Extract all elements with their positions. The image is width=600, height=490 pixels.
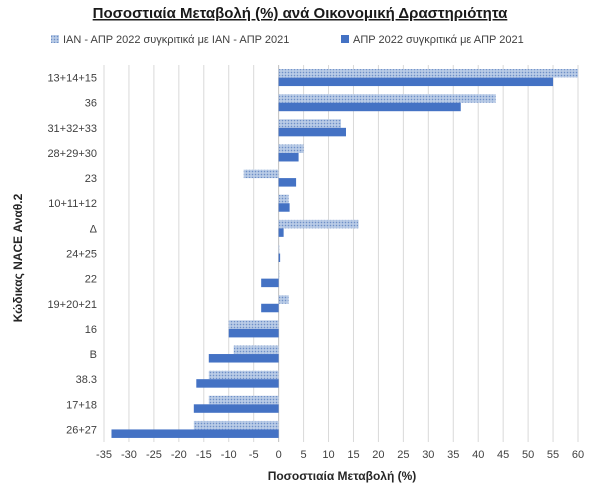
bars — [111, 69, 578, 438]
bar-series-2-13+14+15 — [278, 77, 554, 87]
bar-series-2-26+27 — [111, 429, 279, 438]
bar-series-2-24+25 — [278, 253, 281, 262]
bar-series-2-17+18 — [193, 404, 279, 413]
bar-series-1-26+27 — [193, 420, 279, 430]
bar-series-1-36 — [278, 94, 496, 103]
category-label: 38.3 — [76, 374, 97, 386]
x-tick-labels: -35 -30 -25 -20 -15 -10 -5 0 5 10 15 20 25 30 35 40 45 50… — [96, 449, 584, 461]
category-label: 10+11+12 — [48, 198, 97, 210]
category-label: 28+29+30 — [47, 148, 97, 160]
x-tick-label: -15 — [196, 449, 212, 461]
category-label: 13+14+15 — [47, 73, 97, 85]
category-label: Δ — [90, 223, 98, 235]
bar-series-1-38.3 — [208, 370, 279, 380]
category-labels: 13+14+15 36 31+32+33 28+29+30 23 10+11+12 Δ 24+… — [47, 73, 97, 437]
bar-series-2-38.3 — [196, 379, 279, 388]
x-tick-label: 30 — [422, 449, 434, 461]
gridlines — [103, 65, 579, 442]
x-tick-label: -25 — [146, 449, 162, 461]
legend-swatch-series-1 — [51, 35, 59, 43]
category-label: 26+27 — [66, 424, 97, 436]
x-tick-label: 50 — [522, 449, 534, 461]
bar-series-1-24+25 — [278, 245, 280, 254]
x-tick-label: -5 — [249, 449, 259, 461]
category-label: 36 — [85, 98, 97, 110]
x-tick-label: 10 — [322, 449, 334, 461]
category-label: 22 — [85, 274, 97, 286]
bar-series-1-Β — [233, 345, 279, 355]
bar-series-1-13+14+15 — [278, 69, 578, 78]
y-axis-title: Κώδικας NACE Αναθ.2 — [11, 193, 25, 322]
bar-series-2-Β — [208, 354, 279, 363]
bar-series-1-16 — [228, 320, 279, 329]
x-tick-label: -35 — [96, 449, 112, 461]
bar-series-2-16 — [228, 328, 279, 338]
category-label: 24+25 — [66, 249, 97, 261]
x-tick-label: 15 — [347, 449, 359, 461]
bar-series-2-19+20+21 — [261, 303, 279, 313]
bar-series-1-28+29+30 — [278, 144, 304, 153]
bar-series-2-36 — [278, 102, 461, 112]
bar-series-1-Δ — [278, 219, 359, 229]
bar-series-1-22 — [278, 270, 280, 279]
bar-series-1-19+20+21 — [278, 295, 289, 304]
category-label: Β — [90, 349, 97, 361]
bar-series-1-17+18 — [208, 395, 279, 405]
x-tick-label: 5 — [301, 449, 307, 461]
category-label: 23 — [85, 173, 97, 185]
bar-series-1-31+32+33 — [278, 119, 341, 128]
bar-series-2-10+11+12 — [278, 203, 290, 212]
bar-series-2-28+29+30 — [278, 152, 299, 162]
category-label: 19+20+21 — [47, 299, 97, 311]
x-tick-label: 0 — [276, 449, 282, 461]
x-tick-label: 55 — [547, 449, 559, 461]
legend: ΙΑΝ - ΑΠΡ 2022 συγκριτικά με ΙΑΝ - ΑΠΡ 2… — [51, 34, 524, 46]
chart-title: Ποσοστιαία Μεταβολή (%) ανά Οικονομική Δ… — [93, 5, 508, 22]
x-tick-label: 60 — [572, 449, 584, 461]
bar-series-1-10+11+12 — [278, 194, 289, 204]
category-label: 17+18 — [66, 399, 97, 411]
x-tick-label: -10 — [221, 449, 237, 461]
x-tick-label: 35 — [447, 449, 459, 461]
x-tick-label: 25 — [397, 449, 409, 461]
x-tick-label: -30 — [121, 449, 137, 461]
bar-series-2-Δ — [278, 228, 284, 237]
x-axis-title: Ποσοστιαία Μεταβολή (%) — [268, 469, 417, 483]
category-label: 31+32+33 — [47, 123, 97, 135]
bar-series-2-23 — [278, 178, 297, 187]
legend-label-series-2: ΑΠΡ 2022 συγκριτικά με ΑΠΡ 2021 — [353, 34, 524, 46]
bar-series-2-22 — [261, 278, 279, 288]
x-tick-label: -20 — [171, 449, 187, 461]
bar-series-1-23 — [243, 169, 279, 179]
category-label: 16 — [85, 324, 97, 336]
x-tick-label: 20 — [372, 449, 384, 461]
x-tick-label: 40 — [472, 449, 484, 461]
legend-swatch-series-2 — [341, 35, 349, 43]
legend-label-series-1: ΙΑΝ - ΑΠΡ 2022 συγκριτικά με ΙΑΝ - ΑΠΡ 2… — [63, 34, 289, 46]
x-tick-label: 45 — [497, 449, 509, 461]
bar-series-2-31+32+33 — [278, 127, 346, 137]
